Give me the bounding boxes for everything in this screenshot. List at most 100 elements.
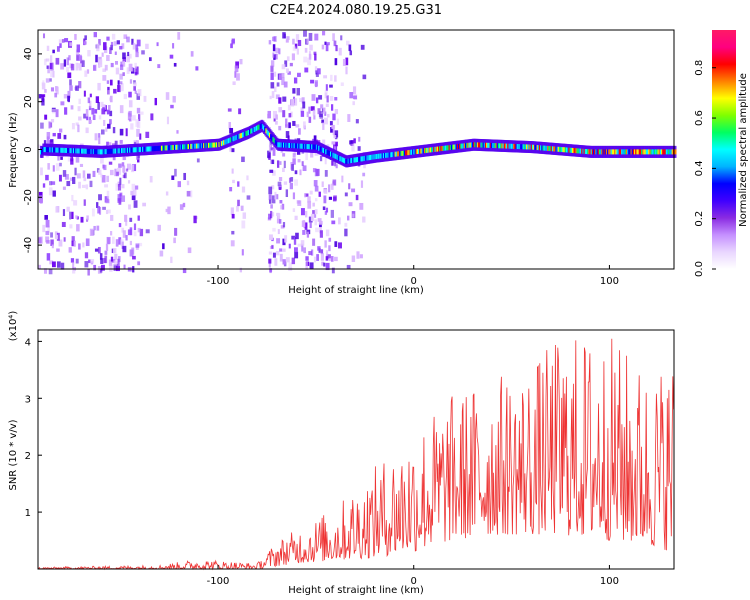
- spectrogram-cell: [228, 121, 232, 129]
- spectrogram-cell: [297, 72, 301, 77]
- colorbar-tick-label: 0.0: [694, 261, 705, 277]
- spectrogram-cell: [129, 79, 133, 84]
- spectrogram-cell: [277, 181, 282, 187]
- spectrogram-cell: [303, 56, 308, 63]
- spectrogram-cell: [183, 172, 187, 180]
- spectrogram-cell: [119, 139, 123, 144]
- spectrogram-cell: [292, 120, 296, 126]
- spectrogram-cell: [171, 175, 175, 180]
- spectrogram-cell: [308, 116, 312, 123]
- spectrogram-cell: [78, 181, 81, 189]
- spectrogram-cell: [310, 213, 315, 221]
- spectrogram-cell: [111, 259, 116, 263]
- spectrogram-cell: [87, 97, 91, 104]
- spectrogram-cell: [165, 191, 169, 196]
- spectrogram-cell: [345, 66, 348, 75]
- spectrogram-cell: [98, 169, 102, 175]
- spectrogram-cell: [174, 227, 178, 236]
- spectrogram-cell: [351, 255, 356, 262]
- spectrogram-cell: [351, 143, 355, 152]
- spectrogram-cell: [66, 67, 70, 72]
- spectrogram-cell: [134, 90, 137, 94]
- spectrogram-cell: [297, 243, 302, 247]
- spectrogram-cell: [98, 194, 102, 201]
- spectrogram-cell: [90, 259, 95, 264]
- spectrogram-cell: [325, 84, 328, 91]
- spectrogram-cell: [295, 232, 299, 240]
- colorbar-gradient: [712, 30, 736, 269]
- spectrogram-cell: [109, 95, 113, 103]
- spectrogram-cell: [83, 41, 87, 45]
- spectrogram-cell: [268, 194, 272, 201]
- spectrogram-cell: [285, 189, 289, 198]
- spectrogram-cell: [78, 116, 82, 121]
- spectrogram-cell: [272, 170, 276, 176]
- spectrogram-cell: [75, 258, 79, 264]
- spectrogram-cell: [287, 135, 290, 141]
- snr-y-tick-label: 4: [25, 337, 31, 348]
- spectrogram-cell: [64, 38, 69, 43]
- spectrogram-cell: [231, 148, 235, 153]
- spectrogram-cell: [119, 105, 124, 114]
- spectrogram-cell: [89, 228, 94, 236]
- spectrogram-cell: [352, 95, 357, 100]
- spectrogram-cell: [242, 212, 247, 219]
- spectrogram-cell: [62, 186, 66, 190]
- spectrogram-cell: [49, 181, 53, 186]
- spectrogram-cell: [58, 174, 62, 182]
- spectrogram-cell: [314, 214, 317, 218]
- spectrogram-cell: [328, 184, 331, 193]
- spectrogram-cell: [157, 224, 161, 231]
- spectrogram-cell: [84, 35, 87, 41]
- spectrogram-cell: [55, 109, 59, 118]
- spectrogram-cell: [128, 100, 133, 108]
- spectrogram-cell: [38, 144, 42, 148]
- spectrogram-cell: [83, 177, 87, 182]
- spectrogram-cell: [172, 96, 176, 103]
- snr-y-tick-label: 2: [25, 451, 31, 462]
- spectrogram-cell: [86, 114, 89, 121]
- spectrogram-cell: [51, 108, 56, 114]
- spectrogram-cell: [319, 230, 323, 238]
- spectrogram-cell: [282, 222, 286, 228]
- spectrogram-cell: [85, 238, 90, 247]
- spectrogram-cell: [268, 144, 272, 152]
- spectrogram-cell: [135, 44, 139, 52]
- spectrogram-cell: [246, 195, 251, 200]
- spectrogram-cell: [274, 86, 277, 93]
- spectrogram-cell: [281, 203, 285, 210]
- spectrogram-cell: [282, 248, 286, 252]
- spectrogram-cell: [106, 36, 110, 41]
- spectrogram-cell: [110, 256, 114, 262]
- spectrogram-cell: [122, 174, 126, 178]
- spectrogram-cell: [69, 224, 73, 229]
- spectrogram-cell: [104, 64, 108, 71]
- spectrogram-cell: [310, 249, 314, 256]
- spectrogram-cell: [301, 243, 304, 252]
- spectrogram-cell: [300, 110, 305, 117]
- spectrogram-cell: [131, 195, 136, 201]
- spectrogram-cell: [117, 85, 121, 93]
- spectrogram-cell: [61, 221, 66, 228]
- spectrogram-cell: [338, 217, 341, 225]
- spectrogram-cell: [108, 142, 112, 146]
- spectrogram-cell: [97, 266, 102, 274]
- spectrogram-cell: [112, 236, 115, 244]
- snr-x-tick-label: 100: [600, 576, 619, 587]
- spectrogram-cell: [322, 122, 325, 130]
- spectrogram-cell: [327, 113, 330, 118]
- spectrogram-cell: [330, 209, 334, 218]
- spectrogram-cell: [122, 57, 127, 62]
- spectrogram-cell: [60, 156, 63, 160]
- spectrogram-cell: [328, 257, 333, 262]
- spectrogram-cell: [122, 155, 127, 161]
- spectrogram-cell: [313, 51, 317, 55]
- spectrogram-cell: [330, 183, 334, 190]
- spectrogram-cell: [125, 128, 128, 137]
- spectrogram-cell: [91, 208, 95, 217]
- spectrogram-cell: [100, 129, 105, 135]
- spectrogram-cell: [292, 153, 296, 158]
- spectrogram-cell: [270, 60, 275, 67]
- spectrogram-cell: [45, 230, 50, 236]
- spectrogram-cell: [66, 206, 70, 212]
